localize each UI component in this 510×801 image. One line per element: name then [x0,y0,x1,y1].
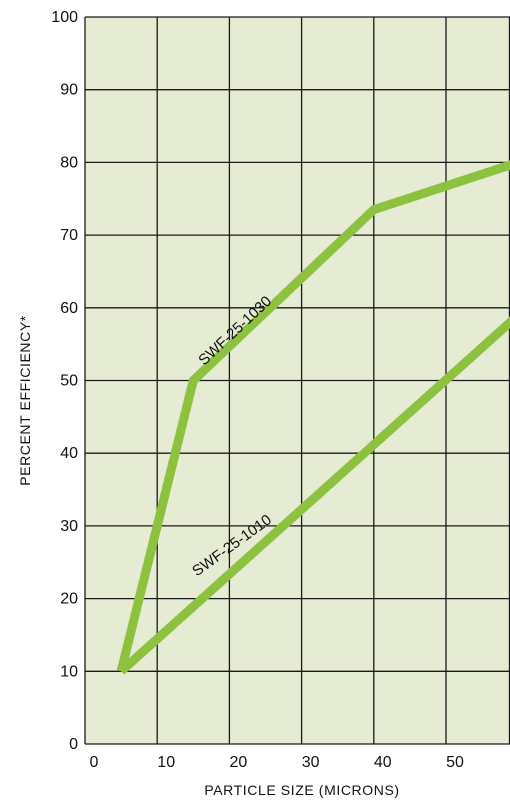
series-line-swf-25-1010 [118,316,510,675]
y-axis-label: PERCENT EFFICIENCY* [17,315,33,486]
y-tick-label: 90 [60,82,78,99]
y-tick-label: 60 [60,300,78,317]
x-tick-label: 10 [157,754,175,771]
series-line-swf-25-1030 [116,160,510,673]
x-tick-label: 50 [446,754,464,771]
x-tick-label: 0 [90,754,99,771]
x-axis-label: PARTICLE SIZE (MICRONS) [204,782,399,798]
series-lines [116,160,510,675]
y-tick-label: 70 [60,227,78,244]
y-tick-label: 50 [60,373,78,390]
y-tick-label: 80 [60,154,78,171]
x-tick-label: 20 [230,754,248,771]
y-tick-label: 40 [60,445,78,462]
tick-labels: 0 10 20 30 40 50 60 70 80 90 100 0 10 20 30 40 50 [51,9,464,771]
x-tick-label: 40 [374,754,392,771]
y-tick-label: 100 [51,9,78,26]
grid [84,16,510,745]
y-tick-label: 30 [60,518,78,535]
y-tick-label: 10 [60,663,78,680]
x-tick-label: 30 [302,754,320,771]
y-tick-label: 0 [69,736,78,753]
y-tick-label: 20 [60,591,78,608]
